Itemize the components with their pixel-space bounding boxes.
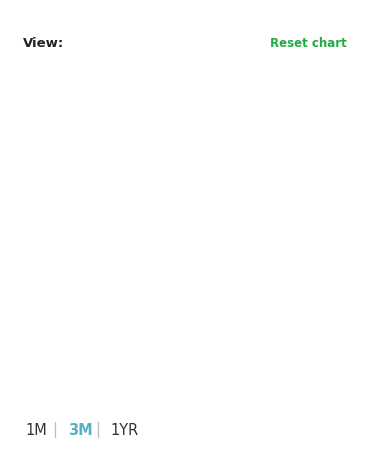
Text: Western Canadia↓: Western Canadia↓ — [95, 68, 193, 78]
Text: 1YR: 1YR — [111, 423, 139, 438]
Text: 3M: 3M — [68, 423, 93, 438]
Text: 43.68: 43.68 — [170, 215, 201, 225]
Text: WTI Crude: WTI Crude — [95, 39, 149, 49]
FancyBboxPatch shape — [71, 30, 258, 58]
Text: ●: ● — [343, 426, 354, 439]
Text: |: | — [95, 422, 100, 438]
Text: 1M: 1M — [25, 423, 47, 438]
Text: ↕: ↕ — [226, 68, 235, 78]
Text: WTI Crude: WTI Crude — [57, 343, 111, 353]
Text: |: | — [53, 422, 58, 438]
Text: Share: Share — [259, 425, 300, 438]
Text: Monday, Aug 12, 2019
● Western Canadian Select: ​43.68: Monday, Aug 12, 2019 ● Western Canadian … — [65, 200, 233, 225]
Text: Monday, Aug 12, 2019
● Western Canadian Select: ​43.68: Monday, Aug 12, 2019 ● Western Canadian … — [65, 200, 233, 225]
Text: Western Canadian Select: Western Canadian Select — [201, 343, 332, 353]
Text: ↕: ↕ — [226, 39, 235, 49]
Circle shape — [332, 416, 365, 447]
FancyBboxPatch shape — [71, 59, 258, 87]
Text: Reset chart: Reset chart — [270, 37, 347, 50]
Text: View:: View: — [23, 37, 65, 50]
